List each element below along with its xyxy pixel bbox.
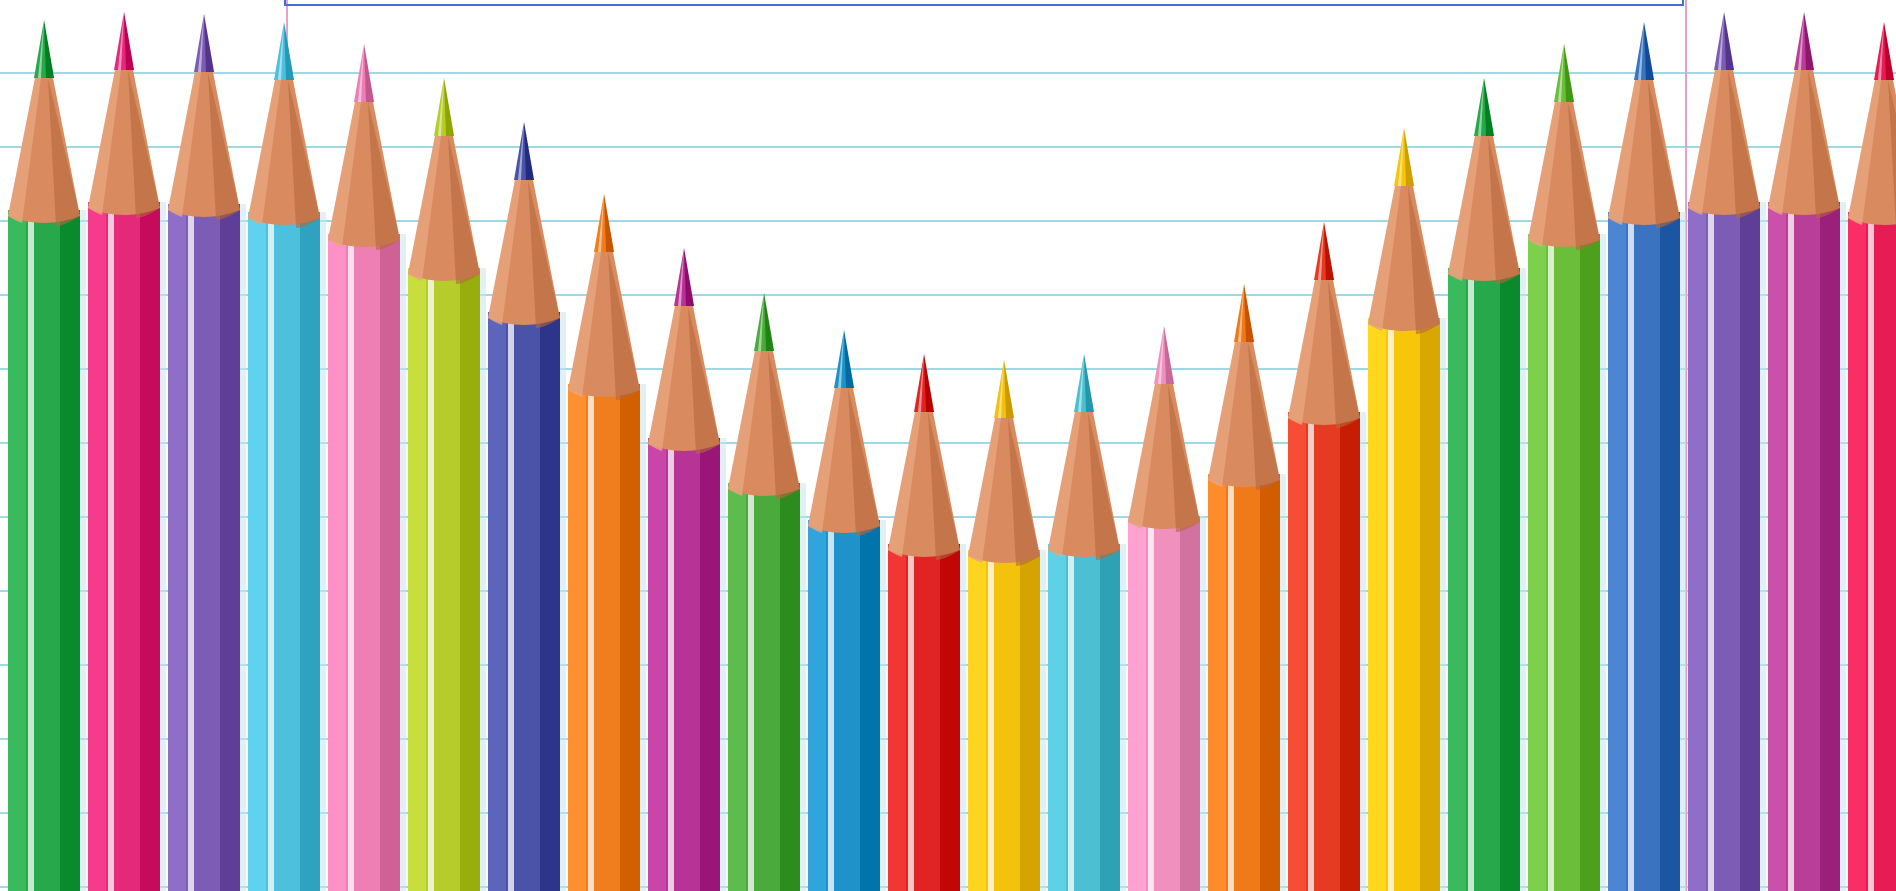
- pencil: [728, 293, 806, 891]
- pencil: [168, 14, 246, 891]
- pencil: [1128, 326, 1206, 891]
- pencil: [1768, 12, 1846, 891]
- pencil: [1688, 12, 1766, 891]
- pencil: [88, 12, 166, 891]
- text-box-frame[interactable]: [284, 0, 1684, 6]
- pencil: [968, 360, 1046, 891]
- pencil: [1848, 22, 1896, 891]
- pencil: [408, 78, 486, 891]
- pencil: [808, 330, 886, 891]
- pencil: [1048, 354, 1126, 891]
- pencil: [328, 44, 406, 891]
- pencil: [1448, 78, 1526, 891]
- pencil: [1288, 222, 1366, 891]
- pencil: [1208, 284, 1286, 891]
- pencil: [1368, 128, 1446, 891]
- pencil: [888, 354, 966, 891]
- pencil: [1528, 44, 1606, 891]
- pencil: [488, 122, 566, 891]
- pencil: [648, 248, 726, 891]
- pencil: [248, 22, 326, 891]
- pencil: [568, 194, 646, 891]
- pencil: [1608, 22, 1686, 891]
- pencil: [8, 20, 86, 891]
